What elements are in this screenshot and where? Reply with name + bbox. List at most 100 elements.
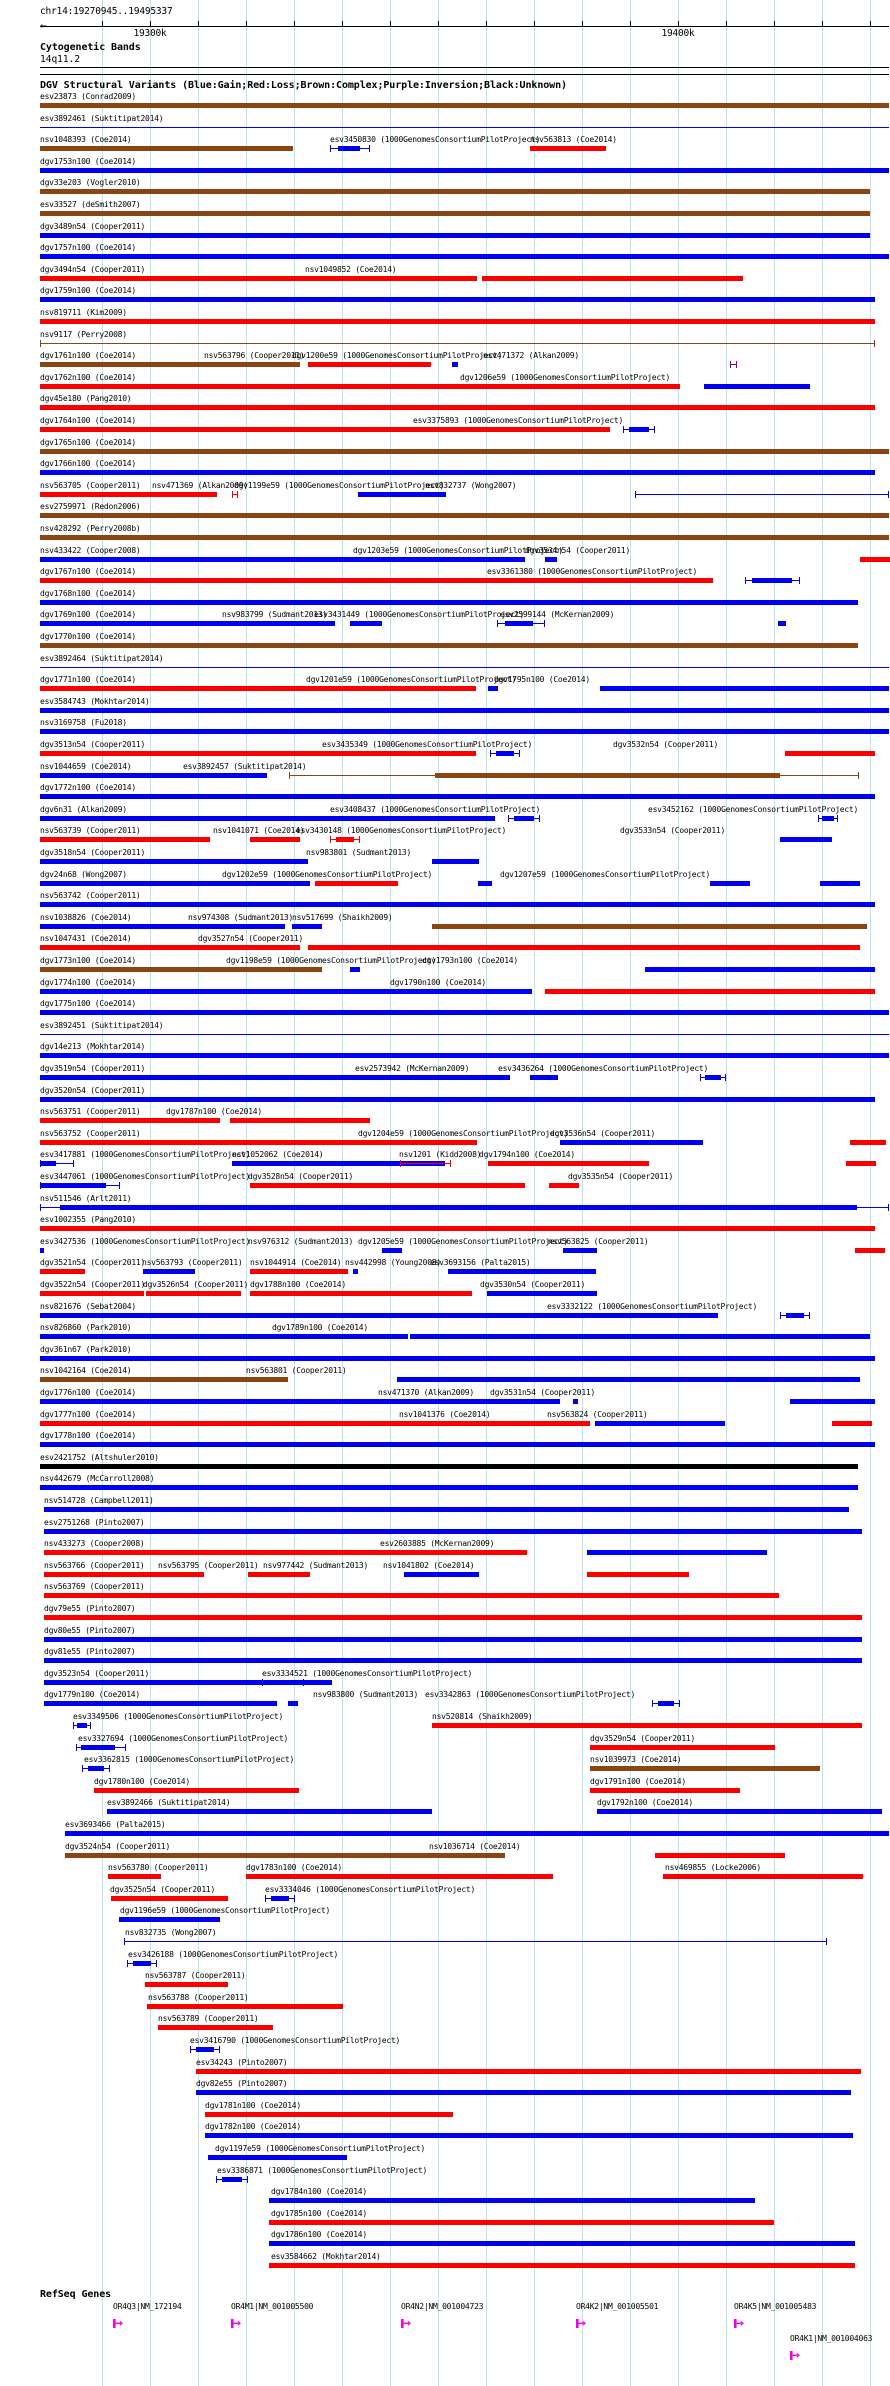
dgv-feature-label[interactable]: nsv1044659 (Coe2014): [40, 761, 132, 771]
dgv-feature-label[interactable]: nsv520814 (Shaikh2009): [432, 1712, 533, 1721]
refseq-gene-label[interactable]: OR4M1|NM_001005500: [231, 2302, 314, 2311]
refseq-gene-arrow-icon[interactable]: [790, 2345, 800, 2360]
dgv-feature-label[interactable]: esv3349506 (1000GenomesConsortiumPilotPr…: [73, 1712, 284, 1721]
dgv-feature-bar[interactable]: [250, 1269, 348, 1275]
dgv-feature-label[interactable]: dgv1790n100 (Coe2014): [390, 977, 486, 987]
dgv-feature-segment[interactable]: [490, 750, 520, 757]
dgv-feature-label[interactable]: esv34243 (Pinto2007): [196, 2057, 288, 2067]
dgv-feature-bar[interactable]: [452, 362, 458, 368]
dgv-feature-bar[interactable]: [40, 1420, 590, 1426]
dgv-feature-bar[interactable]: [590, 1744, 775, 1750]
dgv-feature-bar[interactable]: [350, 621, 382, 627]
dgv-feature-label[interactable]: dgv1775n100 (Coe2014): [40, 999, 136, 1009]
dgv-feature-bar[interactable]: [432, 859, 479, 864]
dgv-feature-label[interactable]: esv3436264 (1000GenomesConsortiumPilotPr…: [498, 1064, 709, 1073]
dgv-feature-segment[interactable]: [330, 145, 370, 153]
dgv-feature-label[interactable]: nsv471369 (Alkan2009): [152, 480, 248, 490]
dgv-feature-span[interactable]: [635, 490, 889, 498]
dgv-feature-label[interactable]: dgv6n31 (Alkan2009): [40, 804, 127, 814]
dgv-feature-bar[interactable]: [205, 2111, 453, 2117]
dgv-feature-label[interactable]: nsv514728 (Campbell2011): [44, 1496, 154, 1505]
dgv-feature-label[interactable]: dgv3535n54 (Cooper2011): [568, 1172, 674, 1181]
dgv-feature-label[interactable]: dgv45e180 (Pang2010): [40, 394, 132, 404]
dgv-feature-label[interactable]: dgv1198e59 (1000GenomesConsortiumPilotPr…: [226, 956, 437, 965]
dgv-feature-label[interactable]: nsv469855 (Locke2006): [665, 1863, 761, 1873]
dgv-feature-bar[interactable]: [40, 211, 870, 216]
dgv-feature-label[interactable]: nsv977442 (Sudmant2013): [263, 1560, 369, 1570]
dgv-feature-label[interactable]: esv3693156 (Palta2015): [430, 1258, 531, 1268]
dgv-feature-bar[interactable]: [860, 556, 890, 562]
dgv-feature-label[interactable]: dgv1759n100 (Coe2014): [40, 286, 136, 296]
dgv-feature-bar[interactable]: [40, 621, 335, 627]
dgv-feature-bar[interactable]: [350, 967, 360, 972]
dgv-feature-label[interactable]: nsv563825 (Cooper2011): [548, 1236, 649, 1246]
dgv-feature-bar[interactable]: [246, 1874, 553, 1880]
dgv-feature-bar[interactable]: [119, 1917, 220, 1923]
dgv-feature-label[interactable]: nsv563795 (Cooper2011): [158, 1560, 259, 1570]
dgv-feature-label[interactable]: esv3334521 (1000GenomesConsortiumPilotPr…: [262, 1668, 473, 1678]
dgv-feature-bar[interactable]: [315, 880, 398, 886]
dgv-feature-label[interactable]: dgv1199e59 (1000GenomesConsortiumPilotPr…: [234, 480, 445, 490]
dgv-feature-label[interactable]: dgv1203e59 (1000GenomesConsortiumPilotPr…: [353, 545, 564, 555]
dgv-feature-label[interactable]: nsv563787 (Cooper2011): [145, 1971, 246, 1981]
dgv-feature-label[interactable]: dgv1793n100 (Coe2014): [422, 956, 518, 965]
dgv-feature-label[interactable]: dgv1197e59 (1000GenomesConsortiumPilotPr…: [215, 2144, 426, 2153]
dgv-feature-label[interactable]: dgv3532n54 (Cooper2011): [613, 740, 719, 749]
dgv-feature-label[interactable]: dgv1794n100 (Coe2014): [479, 1150, 575, 1160]
dgv-feature-bar[interactable]: [40, 1010, 889, 1016]
dgv-feature-bar[interactable]: [448, 1269, 596, 1275]
refseq-gene-label[interactable]: OR4K1|NM_001004063: [790, 2334, 873, 2343]
dgv-feature-label[interactable]: nsv563739 (Cooper2011): [40, 826, 141, 836]
dgv-feature-label[interactable]: dgv1196e59 (1000GenomesConsortiumPilotPr…: [120, 1906, 331, 1916]
dgv-feature-label[interactable]: esv2421752 (Altshuler2010): [40, 1452, 159, 1462]
dgv-feature-bar[interactable]: [40, 1463, 858, 1469]
dgv-feature-label[interactable]: nsv442679 (McCarroll2008): [40, 1474, 155, 1484]
dgv-feature-label[interactable]: nsv563705 (Cooper2011): [40, 480, 141, 490]
dgv-feature-label[interactable]: esv3417881 (1000GenomesConsortiumPilotPr…: [40, 1150, 251, 1160]
dgv-feature-bar[interactable]: [40, 880, 310, 886]
dgv-feature-label[interactable]: esv3435349 (1000GenomesConsortiumPilotPr…: [322, 740, 533, 749]
dgv-feature-label[interactable]: dgv1764n100 (Coe2014): [40, 416, 136, 425]
dgv-feature-label[interactable]: dgv1788n100 (Coe2014): [250, 1280, 346, 1289]
dgv-feature-label[interactable]: esv3362815 (1000GenomesConsortiumPilotPr…: [84, 1755, 295, 1765]
dgv-feature-bar[interactable]: [288, 1701, 298, 1707]
dgv-feature-label[interactable]: nsv511546 (Arlt2011): [40, 1193, 132, 1203]
dgv-feature-label[interactable]: dgv3533n54 (Cooper2011): [620, 826, 726, 836]
dgv-feature-bar[interactable]: [590, 1766, 820, 1772]
dgv-feature-label[interactable]: esv2599144 (McKernan2009): [500, 610, 615, 620]
dgv-feature-label[interactable]: dgv33e203 (Vogler2010): [40, 178, 141, 188]
dgv-feature-bar[interactable]: [40, 1053, 889, 1059]
dgv-feature-label[interactable]: dgv1753n100 (Coe2014): [40, 156, 136, 166]
dgv-feature-bar[interactable]: [40, 1485, 858, 1491]
dgv-feature-label[interactable]: nsv563742 (Cooper2011): [40, 891, 141, 901]
dgv-feature-label[interactable]: dgv3513n54 (Cooper2011): [40, 740, 146, 749]
dgv-feature-label[interactable]: nsv1201 (Kidd2008): [399, 1150, 482, 1160]
dgv-feature-bar[interactable]: [710, 880, 750, 886]
dgv-feature-label[interactable]: dgv1785n100 (Coe2014): [271, 2208, 367, 2218]
dgv-feature-label[interactable]: dgv3529n54 (Cooper2011): [590, 1733, 696, 1743]
dgv-feature-label[interactable]: dgv1766n100 (Coe2014): [40, 459, 136, 469]
dgv-feature-bar[interactable]: [40, 1442, 875, 1448]
dgv-feature-label[interactable]: dgv1780n100 (Coe2014): [94, 1776, 190, 1786]
dgv-feature-label[interactable]: dgv1200e59 (1000GenomesConsortiumPilotPr…: [292, 351, 503, 361]
dgv-feature-bar[interactable]: [205, 2133, 853, 2139]
dgv-feature-label[interactable]: nsv1041802 (Coe2014): [383, 1560, 475, 1570]
dgv-feature-bar[interactable]: [780, 837, 832, 843]
dgv-feature-label[interactable]: nsv563788 (Cooper2011): [148, 1992, 249, 2002]
dgv-feature-label[interactable]: dgv1202e59 (1000GenomesConsortiumPilotPr…: [222, 869, 433, 879]
dgv-feature-bar[interactable]: [40, 666, 889, 668]
dgv-feature-bar[interactable]: [40, 491, 217, 497]
dgv-feature-segment[interactable]: [652, 1700, 680, 1708]
dgv-feature-label[interactable]: dgv1771n100 (Coe2014): [40, 675, 136, 685]
dgv-feature-bar[interactable]: [145, 1982, 228, 1988]
dgv-feature-label[interactable]: esv3430148 (1000GenomesConsortiumPilotPr…: [296, 826, 507, 836]
dgv-feature-label[interactable]: dgv1786n100 (Coe2014): [271, 2230, 367, 2240]
dgv-feature-label[interactable]: esv3426188 (1000GenomesConsortiumPilotPr…: [128, 1949, 339, 1959]
dgv-feature-segment[interactable]: [262, 1678, 304, 1686]
dgv-feature-bar[interactable]: [40, 859, 308, 864]
dgv-feature-segment[interactable]: [497, 620, 545, 628]
dgv-feature-bar[interactable]: [545, 556, 557, 562]
dgv-feature-label[interactable]: dgv1762n100 (Coe2014): [40, 372, 136, 382]
dgv-feature-label[interactable]: dgv3526n54 (Cooper2011): [143, 1280, 249, 1289]
dgv-feature-label[interactable]: nsv983801 (Sudmant2013): [306, 848, 412, 857]
